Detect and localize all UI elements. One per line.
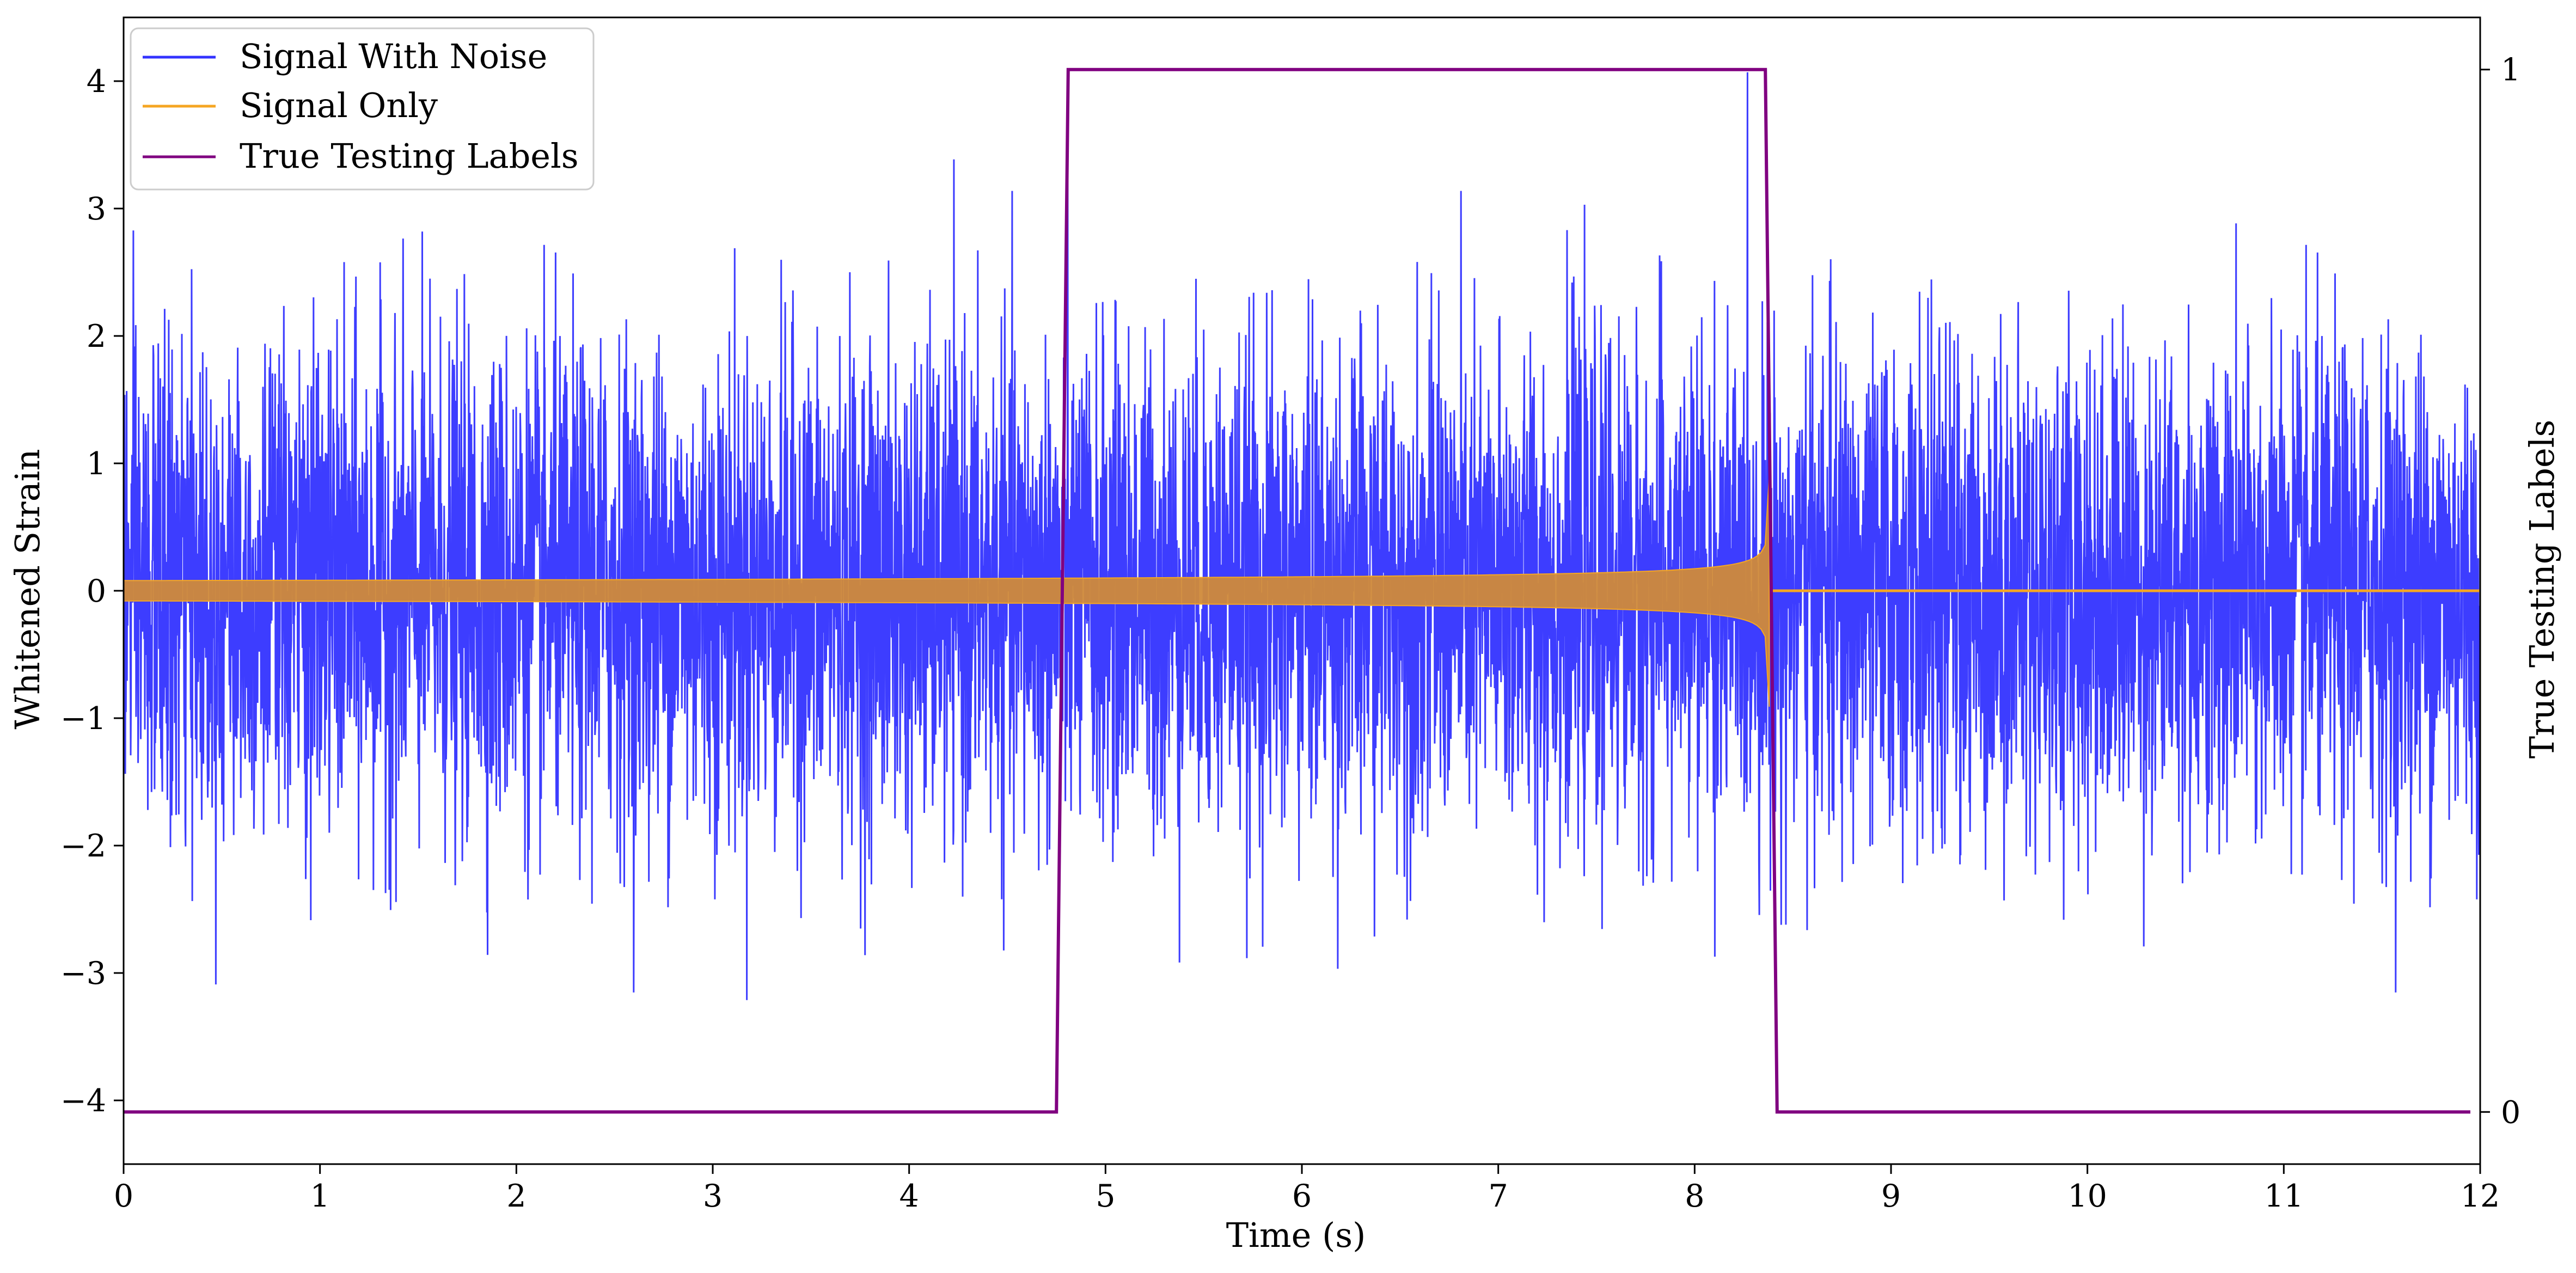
x-tick-label-3: 3 xyxy=(703,1178,723,1214)
y-tick-label-8: 4 xyxy=(87,64,106,100)
x-axis-label: Time (s) xyxy=(1226,1215,1366,1255)
y-tick-label-2: −2 xyxy=(60,828,106,864)
x-tick-label-0: 0 xyxy=(114,1178,133,1214)
y2-axis-label: True Testing Labels xyxy=(2522,420,2562,759)
x-tick-label-9: 9 xyxy=(1881,1178,1901,1214)
y-tick-label-0: −4 xyxy=(60,1083,106,1119)
legend-label-true-testing-labels: True Testing Labels xyxy=(240,136,579,176)
y2-tick-label-1: 1 xyxy=(2501,52,2520,88)
x-tick-label-8: 8 xyxy=(1685,1178,1704,1214)
legend-label-signal-only: Signal Only xyxy=(240,85,438,125)
series-signal-with-noise xyxy=(123,72,2481,1000)
y-tick-label-5: 1 xyxy=(87,446,106,482)
legend-box xyxy=(130,27,595,191)
y-tick-label-7: 3 xyxy=(87,191,106,227)
y-tick-label-1: −3 xyxy=(60,956,106,992)
series-true-testing-labels xyxy=(124,68,2470,1114)
x-tick-label-12: 12 xyxy=(2461,1178,2500,1214)
x-tick-label-4: 4 xyxy=(900,1178,919,1214)
x-tick-label-6: 6 xyxy=(1292,1178,1312,1214)
x-tick-label-10: 10 xyxy=(2067,1178,2107,1214)
x-tick-label-5: 5 xyxy=(1096,1178,1115,1214)
y-tick-label-6: 2 xyxy=(87,319,106,354)
x-tick-label-11: 11 xyxy=(2264,1178,2304,1214)
series-signal-only xyxy=(123,474,1770,707)
y-axis-label: Whitened Strain xyxy=(8,449,47,730)
x-tick-label-2: 2 xyxy=(506,1178,526,1214)
legend-label-signal-with-noise: Signal With Noise xyxy=(240,36,547,76)
y-tick-label-3: −1 xyxy=(60,701,106,737)
y-tick-label-4: 0 xyxy=(87,573,106,609)
x-tick-label-7: 7 xyxy=(1489,1178,1508,1214)
y2-tick-label-0: 0 xyxy=(2501,1094,2520,1130)
plot-area xyxy=(123,68,2481,1114)
x-tick-label-1: 1 xyxy=(310,1178,330,1214)
legend: Signal With Noise Signal Only True Testi… xyxy=(130,27,595,191)
